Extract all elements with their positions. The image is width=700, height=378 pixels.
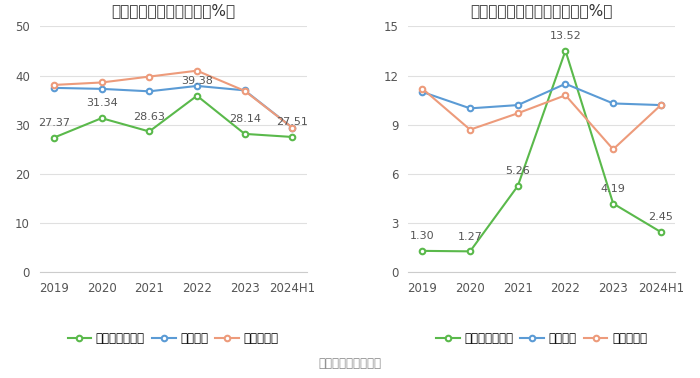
Line: 有息资产负债率: 有息资产负债率 — [419, 48, 664, 254]
有息资产负债率 — [657, 230, 665, 234]
行业中位数 — [97, 80, 106, 85]
Text: 5.26: 5.26 — [505, 166, 530, 176]
Line: 公司资产负债率: 公司资产负债率 — [51, 93, 295, 141]
有息资产负债率 — [466, 249, 475, 254]
Text: 39.38: 39.38 — [181, 76, 213, 86]
Text: 数据来源：恒生聚源: 数据来源：恒生聚源 — [318, 358, 382, 370]
行业均值 — [418, 90, 426, 94]
行业中位数 — [193, 68, 201, 73]
公司资产负债率 — [240, 132, 248, 136]
公司资产负债率 — [145, 129, 153, 134]
Text: 2.45: 2.45 — [648, 212, 673, 222]
行业中位数 — [561, 93, 570, 98]
行业中位数 — [288, 125, 297, 130]
Text: 28.63: 28.63 — [133, 112, 165, 122]
行业均值 — [193, 84, 201, 88]
Text: 1.30: 1.30 — [410, 231, 435, 241]
Line: 行业中位数: 行业中位数 — [51, 68, 295, 130]
Text: 4.19: 4.19 — [601, 184, 626, 194]
行业均值 — [145, 89, 153, 94]
行业均值 — [466, 106, 475, 111]
Text: 13.52: 13.52 — [550, 31, 581, 41]
Text: 27.51: 27.51 — [276, 117, 308, 127]
行业中位数 — [145, 74, 153, 79]
行业均值 — [561, 82, 570, 86]
行业中位数 — [466, 127, 475, 132]
行业均值 — [288, 125, 297, 130]
有息资产负债率 — [418, 249, 426, 253]
行业中位数 — [514, 111, 522, 116]
行业均值 — [50, 86, 58, 90]
行业中位数 — [50, 83, 58, 87]
公司资产负债率 — [50, 135, 58, 140]
Text: 27.37: 27.37 — [38, 118, 70, 128]
Text: 28.14: 28.14 — [229, 114, 260, 124]
Text: 31.34: 31.34 — [85, 98, 118, 108]
行业均值 — [657, 103, 665, 107]
公司资产负债率 — [193, 93, 201, 98]
有息资产负债率 — [609, 201, 617, 206]
Title: 近年来资产负债率情况（%）: 近年来资产负债率情况（%） — [111, 3, 235, 19]
Text: 1.27: 1.27 — [458, 232, 482, 242]
Title: 近年来有息资产负债率情况（%）: 近年来有息资产负债率情况（%） — [470, 3, 612, 19]
Line: 行业均值: 行业均值 — [51, 83, 295, 130]
Line: 行业中位数: 行业中位数 — [419, 86, 664, 152]
行业中位数 — [240, 88, 248, 93]
Line: 行业均值: 行业均值 — [419, 81, 664, 111]
公司资产负债率 — [288, 135, 297, 139]
Legend: 公司资产负债率, 行业均值, 行业中位数: 公司资产负债率, 行业均值, 行业中位数 — [63, 327, 284, 350]
行业均值 — [609, 101, 617, 106]
行业中位数 — [609, 147, 617, 152]
行业均值 — [97, 87, 106, 91]
Legend: 有息资产负债率, 行业均值, 行业中位数: 有息资产负债率, 行业均值, 行业中位数 — [431, 327, 652, 350]
行业均值 — [240, 88, 248, 93]
有息资产负债率 — [561, 48, 570, 53]
行业中位数 — [657, 103, 665, 107]
行业均值 — [514, 103, 522, 107]
公司资产负债率 — [97, 116, 106, 121]
有息资产负债率 — [514, 184, 522, 188]
行业中位数 — [418, 87, 426, 91]
